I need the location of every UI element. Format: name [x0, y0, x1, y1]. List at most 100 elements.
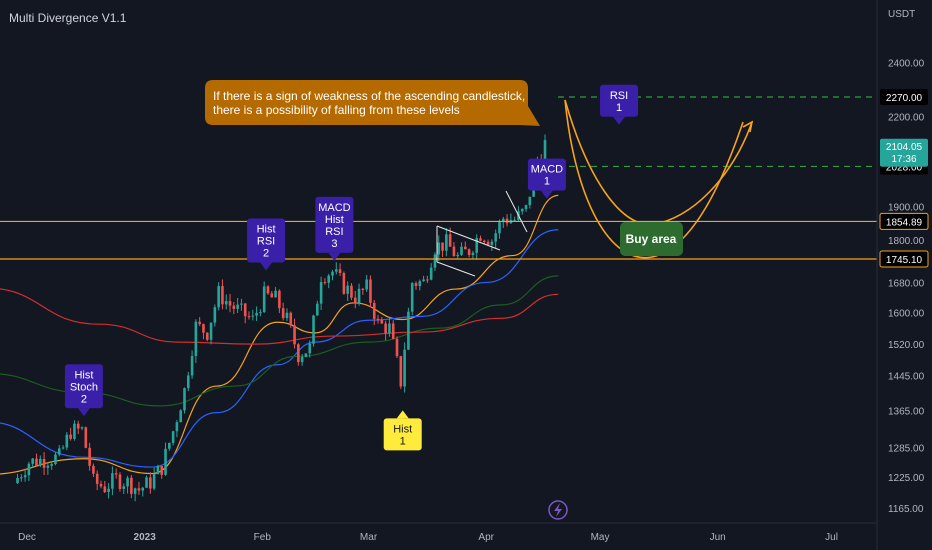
candle-body — [399, 356, 403, 387]
candle-body — [395, 338, 399, 357]
price-tick-label: 1285.00 — [888, 444, 925, 455]
candle-body — [133, 488, 137, 494]
candle-body — [452, 246, 456, 257]
level-tag-label: 2270.00 — [886, 93, 923, 104]
candle-body — [228, 301, 232, 306]
candle-body — [122, 486, 126, 489]
candle-body — [251, 315, 255, 317]
candle-body — [410, 283, 414, 312]
candle-body — [486, 242, 490, 245]
candle-body — [46, 465, 50, 468]
time-tick-label: Feb — [254, 532, 272, 543]
candle-body — [175, 422, 179, 432]
candle-body — [520, 208, 524, 212]
time-tick-label: 2023 — [134, 532, 157, 543]
price-tick-label: 1165.00 — [888, 504, 924, 515]
divergence-label-text: 2 — [81, 393, 87, 405]
buy-area-label: Buy area — [626, 232, 677, 246]
current-price-value: 2104.05 — [886, 142, 923, 153]
time-tick-label: Jun — [710, 532, 726, 543]
divergence-label-text: 1 — [616, 102, 622, 114]
candle-body — [137, 488, 141, 491]
candle-body — [92, 465, 95, 474]
divergence-label-text: 1 — [544, 176, 550, 188]
candle-body — [361, 288, 365, 290]
candle-body — [433, 254, 437, 268]
candle-body — [202, 324, 205, 333]
candle-body — [84, 427, 88, 448]
candle-body — [350, 285, 353, 298]
level-tag — [879, 250, 929, 268]
candle-body — [543, 140, 547, 161]
candle-body — [262, 286, 266, 312]
divergence-label-text: Hist — [325, 214, 344, 226]
candle-body — [316, 303, 319, 316]
price-axis[interactable]: USDT 2400.00 2200.00 1900.00 1800.00 1680.00… — [876, 0, 932, 550]
candle-body — [217, 286, 220, 308]
candle-body — [414, 283, 418, 286]
current-price-tag — [880, 138, 928, 167]
candle-body — [281, 308, 285, 319]
moving-average-line — [0, 194, 559, 475]
moving-average-line — [0, 275, 559, 407]
candle-body — [327, 275, 331, 283]
candle-body — [388, 323, 391, 334]
candle-body — [35, 458, 38, 466]
divergence-label-text: MACD — [531, 164, 563, 176]
candle-body — [205, 332, 209, 340]
candle-body — [118, 474, 122, 489]
candle-body — [513, 219, 516, 221]
candle-body — [156, 465, 160, 475]
candle-body — [95, 473, 99, 484]
candle-body — [467, 249, 471, 256]
candle-body — [323, 282, 327, 284]
candle-body — [65, 434, 69, 448]
candle-body — [418, 281, 422, 286]
candle-body — [270, 293, 274, 298]
candle-body — [304, 353, 308, 357]
candle-body — [69, 434, 72, 439]
lightning-icon[interactable] — [548, 500, 568, 520]
candle-body — [247, 316, 251, 318]
price-tick-label: 1445.00 — [888, 371, 925, 382]
time-axis[interactable]: Dec 2023 Feb Mar Apr May Jun Jul — [0, 522, 877, 543]
candle-body — [186, 375, 190, 389]
divergence-label-text: RSI — [257, 235, 275, 247]
candle-body — [346, 285, 349, 294]
candle-body — [42, 458, 46, 468]
buy-area-badge[interactable]: Buy area — [620, 222, 683, 256]
candle-body — [23, 475, 27, 478]
candle-body — [429, 267, 433, 280]
candle-body — [380, 319, 384, 324]
candle-body — [391, 323, 395, 339]
divergence-label-text: Hist — [393, 423, 412, 435]
candle-body — [213, 307, 217, 323]
divergence-label-text: 1 — [400, 435, 406, 447]
candle-body — [183, 388, 186, 411]
candle-body — [160, 465, 164, 475]
price-tick-label: 1600.00 — [888, 309, 925, 320]
time-tick-label: May — [591, 532, 610, 543]
candle-body — [57, 448, 61, 455]
candle-body — [384, 323, 387, 334]
indicator-title[interactable]: Multi Divergence V1.1 — [9, 11, 127, 25]
time-tick-label: Jul — [825, 532, 838, 543]
candle-body — [293, 325, 296, 345]
candle-body — [255, 312, 258, 316]
moving-averages — [0, 194, 559, 475]
currency-label: USDT — [888, 9, 915, 20]
candle-body — [353, 297, 357, 304]
candle-body — [232, 305, 236, 309]
candle-body — [297, 344, 300, 363]
candle-body — [209, 322, 213, 340]
price-tick-label: 1225.00 — [888, 473, 925, 484]
candle-body — [126, 477, 129, 487]
divergence-label-text: Hist — [257, 223, 276, 235]
